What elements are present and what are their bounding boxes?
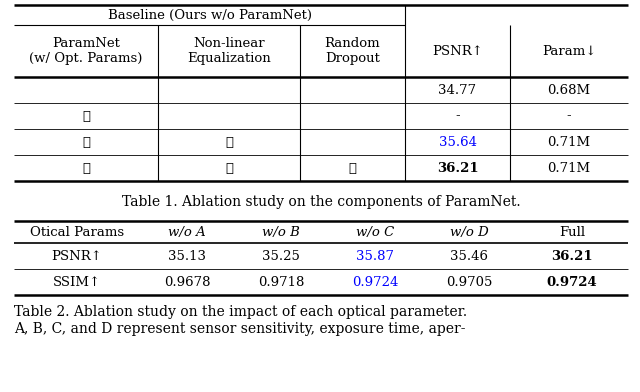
Text: 36.21: 36.21 (551, 249, 593, 263)
Text: 0.9724: 0.9724 (352, 276, 398, 289)
Text: 0.9705: 0.9705 (446, 276, 492, 289)
Text: A, B, C, and D represent sensor sensitivity, exposure time, aper-: A, B, C, and D represent sensor sensitiv… (14, 322, 465, 336)
Text: 0.68M: 0.68M (547, 83, 591, 96)
Text: 35.64: 35.64 (438, 136, 477, 149)
Text: PSNR↑: PSNR↑ (432, 45, 483, 58)
Text: ParamNet
(w/ Opt. Params): ParamNet (w/ Opt. Params) (29, 37, 143, 65)
Text: Baseline (Ours w/o ParamNet): Baseline (Ours w/o ParamNet) (108, 9, 312, 22)
Text: Full: Full (559, 225, 585, 238)
Text: 36.21: 36.21 (436, 162, 478, 174)
Text: w/o B: w/o B (262, 225, 300, 238)
Text: ✓: ✓ (349, 162, 356, 174)
Text: 0.9724: 0.9724 (547, 276, 597, 289)
Text: PSNR↑: PSNR↑ (52, 249, 102, 263)
Text: 35.46: 35.46 (450, 249, 488, 263)
Text: w/o D: w/o D (450, 225, 488, 238)
Text: Non-linear
Equalization: Non-linear Equalization (187, 37, 271, 65)
Text: 34.77: 34.77 (438, 83, 477, 96)
Text: 0.71M: 0.71M (547, 136, 591, 149)
Text: w/o C: w/o C (356, 225, 394, 238)
Text: ✓: ✓ (225, 136, 233, 149)
Text: 35.25: 35.25 (262, 249, 300, 263)
Text: ✓: ✓ (82, 109, 90, 123)
Text: SSIM↑: SSIM↑ (53, 276, 101, 289)
Text: ✓: ✓ (82, 136, 90, 149)
Text: 35.87: 35.87 (356, 249, 394, 263)
Text: -: - (455, 109, 460, 123)
Text: 35.13: 35.13 (168, 249, 206, 263)
Text: Table 1. Ablation study on the components of ParamNet.: Table 1. Ablation study on the component… (122, 195, 520, 209)
Text: ✓: ✓ (82, 162, 90, 174)
Text: 0.9718: 0.9718 (258, 276, 304, 289)
Text: -: - (566, 109, 572, 123)
Text: 0.71M: 0.71M (547, 162, 591, 174)
Text: w/o A: w/o A (168, 225, 206, 238)
Text: ✓: ✓ (225, 162, 233, 174)
Text: Param↓: Param↓ (542, 45, 596, 58)
Text: Otical Params: Otical Params (30, 225, 124, 238)
Text: Table 2. Ablation study on the impact of each optical parameter.: Table 2. Ablation study on the impact of… (14, 305, 467, 319)
Text: Random
Dropout: Random Dropout (324, 37, 380, 65)
Text: 0.9678: 0.9678 (164, 276, 211, 289)
